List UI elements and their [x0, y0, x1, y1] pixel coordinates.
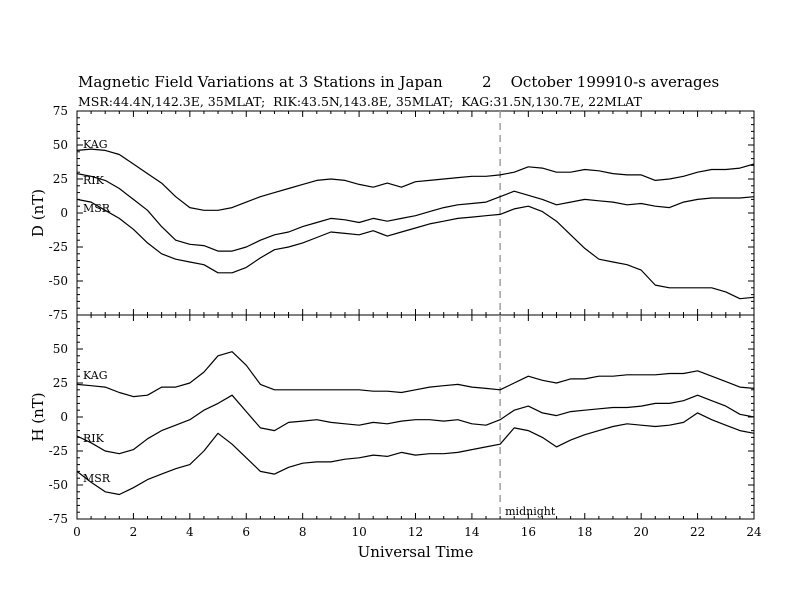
- xtick-label: 2: [130, 525, 138, 539]
- upper-series-kag: [76, 148, 755, 211]
- upper-series-rik: [76, 173, 755, 252]
- lower-panel-frame: [76, 314, 755, 520]
- lower-series-label-msr: MSR: [83, 472, 111, 485]
- x-axis-label: Universal Time: [358, 543, 474, 561]
- upper-panel-frame: [76, 110, 755, 316]
- lower-ytick-label: 0: [60, 410, 68, 424]
- xtick-label: 6: [242, 525, 250, 539]
- upper-ytick-label: 75: [53, 104, 68, 118]
- xtick-label: 0: [73, 525, 81, 539]
- xtick-label: 4: [186, 525, 194, 539]
- lower-series-label-kag: KAG: [83, 369, 108, 382]
- station-coordinates: MSR:44.4N,142.3E, 35MLAT; RIK:43.5N,143.…: [78, 94, 642, 109]
- upper-ytick-label: 0: [60, 206, 68, 220]
- lower-ytick-label: -50: [49, 478, 68, 492]
- upper-series-label-rik: RIK: [83, 174, 105, 187]
- upper-ytick-label: 25: [53, 172, 68, 186]
- lower-series-kag: [76, 351, 755, 398]
- chart-date: 2 October 1999: [482, 73, 615, 91]
- lower-series-msr: [76, 412, 755, 496]
- lower-ytick-label: -25: [49, 444, 68, 458]
- xtick-label: 16: [521, 525, 536, 539]
- lower-series-label-rik: RIK: [83, 432, 105, 445]
- upper-ytick-label: -50: [49, 274, 68, 288]
- midnight-label: midnight: [505, 505, 556, 518]
- xtick-label: 24: [746, 525, 762, 539]
- upper-ytick-label: -25: [49, 240, 68, 254]
- lower-ytick-label: -75: [49, 512, 68, 526]
- xtick-label: 20: [634, 525, 649, 539]
- upper-ytick-label: 50: [53, 138, 68, 152]
- chart-averaging: 10-s averages: [614, 73, 720, 91]
- upper-ylabel: D (nT): [29, 189, 47, 237]
- xtick-label: 8: [299, 525, 307, 539]
- lower-series-rik: [76, 394, 755, 455]
- xtick-label: 12: [408, 525, 423, 539]
- lower-ytick-label: 25: [53, 376, 68, 390]
- lower-ylabel: H (nT): [29, 392, 47, 441]
- xtick-label: 18: [577, 525, 592, 539]
- upper-ytick-label: -75: [49, 308, 68, 322]
- xtick-label: 10: [351, 525, 366, 539]
- xtick-label: 14: [464, 525, 480, 539]
- upper-series-msr: [76, 198, 755, 300]
- upper-series-label-kag: KAG: [83, 138, 108, 151]
- chart-title: Magnetic Field Variations at 3 Stations …: [78, 73, 443, 91]
- xtick-label: 22: [690, 525, 705, 539]
- upper-series-label-msr: MSR: [83, 202, 111, 215]
- lower-ytick-label: 50: [53, 342, 68, 356]
